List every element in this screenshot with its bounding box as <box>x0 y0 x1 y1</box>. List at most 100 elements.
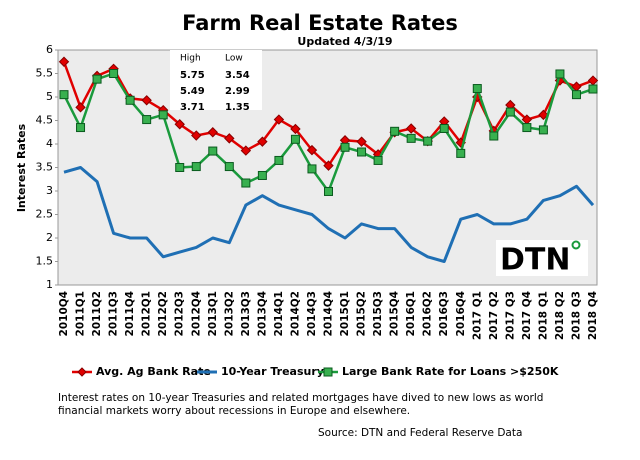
point <box>224 162 234 172</box>
source: Source: DTN and Federal Reserve Data <box>318 427 522 439</box>
x-tick-label: 2011Q3 <box>108 291 120 336</box>
logo-dot <box>571 240 581 250</box>
point <box>324 186 333 196</box>
y-tick-label: 5.5 <box>36 67 54 80</box>
y-tick-label: 4.5 <box>36 114 54 127</box>
x-tick-label: 2013Q1 <box>207 291 219 336</box>
stats-value: 5.49 <box>180 86 205 97</box>
x-tick-label: 2018 Q4 <box>587 291 599 340</box>
chart-title: Farm Real Estate Rates <box>182 11 458 35</box>
x-tick-label: 2016Q1 <box>405 291 417 336</box>
point <box>588 84 598 94</box>
x-tick-label: 2012Q1 <box>141 291 153 336</box>
stats-value: 3.71 <box>180 102 205 113</box>
point <box>224 133 235 144</box>
point <box>274 155 284 165</box>
point <box>125 95 135 105</box>
point <box>307 164 317 174</box>
point <box>522 123 532 133</box>
logo: DTN <box>500 243 570 278</box>
point <box>555 69 565 79</box>
legend-label: 10-Year Treasury <box>221 365 324 378</box>
x-tick-label: 2017 Q1 <box>471 291 483 340</box>
point <box>273 114 285 125</box>
legend-marker <box>323 367 333 377</box>
y-tick-label: 3 <box>46 184 53 197</box>
x-tick-label: 2014Q1 <box>273 291 285 336</box>
point <box>158 110 168 120</box>
y-tick-label: 2.5 <box>36 208 54 221</box>
note: Interest rates on 10-year Treasuries and… <box>58 392 543 417</box>
x-tick-label: 2015Q4 <box>389 291 401 336</box>
x-tick-label: 2013Q3 <box>240 291 252 336</box>
point <box>423 136 433 146</box>
point <box>240 145 252 156</box>
x-tick-label: 2015Q2 <box>356 291 368 336</box>
point <box>59 90 69 100</box>
stats-value: 1.35 <box>225 102 250 113</box>
x-tick-label: 2018 Q2 <box>554 291 566 340</box>
point <box>505 107 515 117</box>
x-tick-label: 2012Q4 <box>190 291 202 336</box>
x-tick-label: 2015Q3 <box>372 291 384 336</box>
stats-value: 3.54 <box>225 70 250 81</box>
y-tick-label: 1 <box>46 278 53 291</box>
x-tick-label: 2018 Q3 <box>570 291 582 340</box>
point <box>174 119 185 130</box>
x-tick-label: 2018 Q1 <box>537 291 549 340</box>
point <box>92 74 102 84</box>
point <box>538 109 549 121</box>
point <box>373 155 383 165</box>
legend-label: Avg. Ag Bank Rate <box>96 365 211 378</box>
x-tick-label: 2011Q1 <box>75 291 87 336</box>
x-tick-label: 2015Q1 <box>339 291 351 336</box>
point <box>538 125 548 135</box>
point <box>75 102 86 113</box>
x-tick-label: 2016Q2 <box>422 291 434 336</box>
point <box>58 56 70 67</box>
x-tick-label: 2013Q4 <box>256 291 268 336</box>
point <box>323 160 334 171</box>
point <box>175 163 185 172</box>
point <box>405 123 417 134</box>
point <box>456 148 466 158</box>
point <box>571 90 581 100</box>
point <box>208 146 218 156</box>
point <box>439 123 449 133</box>
stats-box <box>170 50 262 110</box>
legend-marker <box>77 367 87 377</box>
x-tick-label: 2017 Q3 <box>504 291 516 340</box>
point <box>390 126 400 136</box>
x-tick-label: 2014Q4 <box>323 291 335 336</box>
y-axis-label: Interest Rates <box>15 123 28 212</box>
point <box>290 123 301 135</box>
point <box>191 162 201 172</box>
x-tick-label: 2017 Q4 <box>521 291 533 340</box>
point <box>356 136 367 147</box>
stats-value: 5.75 <box>180 70 205 81</box>
point <box>141 95 152 106</box>
point <box>290 134 300 144</box>
x-tick-label: 2011Q4 <box>124 291 136 336</box>
point <box>109 69 119 78</box>
point <box>76 123 86 133</box>
y-tick-label: 2 <box>46 231 53 244</box>
x-tick-label: 2016Q3 <box>438 291 450 336</box>
x-tick-label: 2017 Q2 <box>488 291 500 340</box>
x-tick-label: 2014Q3 <box>306 291 318 336</box>
point <box>207 127 218 138</box>
point <box>241 178 251 188</box>
y-tick-label: 5 <box>46 90 53 103</box>
stats-header: Low <box>225 54 243 64</box>
chart-subtitle: Updated 4/3/19 <box>297 35 392 48</box>
x-tick-label: 2010Q4 <box>58 291 70 336</box>
y-tick-label: 1.5 <box>36 255 54 268</box>
point <box>257 170 267 180</box>
point <box>357 147 367 157</box>
point <box>472 84 482 94</box>
series <box>59 69 598 196</box>
series <box>63 166 595 263</box>
x-tick-label: 2012Q2 <box>157 291 169 336</box>
